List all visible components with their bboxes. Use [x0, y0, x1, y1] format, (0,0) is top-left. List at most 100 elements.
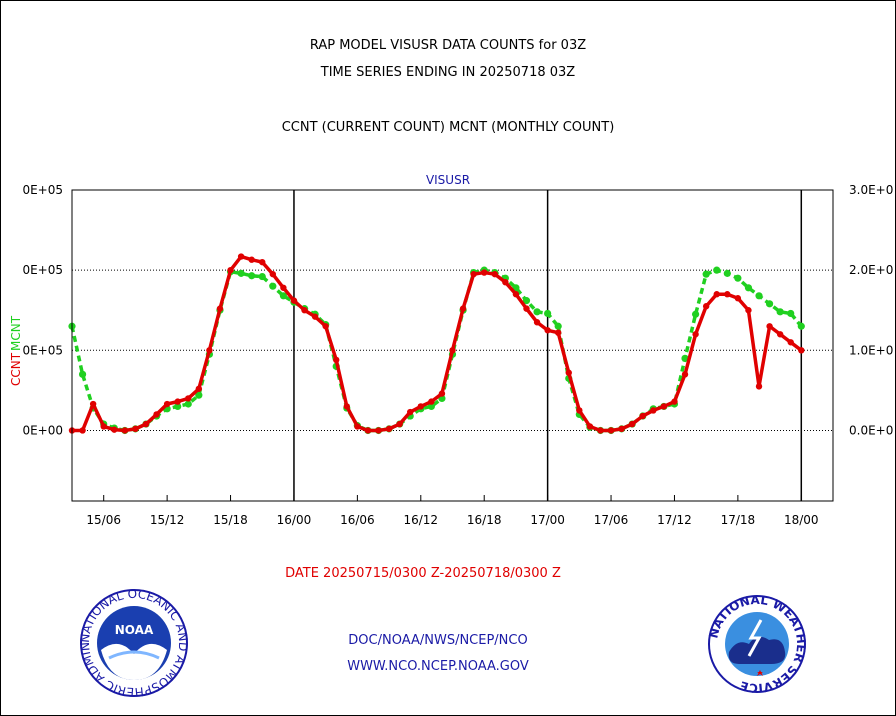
- y-right-tick-label: 0.0E+0: [849, 423, 893, 437]
- data-point-mcnt: [522, 297, 531, 305]
- y-right-tick-label: 1.0E+0: [849, 343, 893, 357]
- data-point-ccnt: [385, 425, 393, 433]
- data-point-ccnt: [755, 383, 763, 390]
- data-point-ccnt: [121, 427, 129, 434]
- data-point-ccnt: [438, 390, 446, 397]
- y-left-tick-label: 0E+05: [22, 343, 63, 357]
- data-point-mcnt: [723, 269, 731, 277]
- grid-layer: [72, 190, 833, 501]
- data-point-ccnt: [565, 369, 572, 376]
- y-axis-label-mcnt: MCNT: [9, 315, 23, 351]
- data-point-ccnt: [692, 331, 699, 338]
- data-point-mcnt: [734, 274, 742, 282]
- data-point-ccnt: [533, 319, 541, 326]
- data-point-ccnt: [248, 256, 255, 263]
- data-point-ccnt: [364, 427, 372, 434]
- y-left-tick-label: 0E+00: [22, 423, 63, 437]
- noaa-logo-text: NOAA: [115, 623, 154, 637]
- series-line-ccnt: [72, 254, 803, 433]
- data-point-mcnt: [78, 370, 87, 378]
- data-point-ccnt: [745, 307, 752, 314]
- data-point-ccnt: [512, 291, 520, 298]
- data-point-ccnt: [417, 403, 424, 410]
- data-point-ccnt: [290, 297, 298, 304]
- data-point-ccnt: [502, 278, 509, 286]
- data-point-mcnt: [174, 402, 182, 411]
- data-point-mcnt: [755, 292, 763, 300]
- data-point-ccnt: [195, 385, 203, 392]
- plot-border: [71, 189, 834, 502]
- data-point-mcnt: [269, 282, 277, 290]
- series-line-mcnt: [70, 268, 803, 433]
- x-tick-label: 16/06: [340, 513, 375, 527]
- data-point-ccnt: [354, 423, 361, 430]
- data-point-mcnt: [681, 354, 689, 362]
- data-point-ccnt: [544, 327, 551, 334]
- data-point-ccnt: [89, 400, 97, 408]
- date-range: DATE 20250715/0300 Z-20250718/0300 Z: [285, 566, 561, 581]
- data-point-ccnt: [628, 420, 636, 428]
- data-point-ccnt: [407, 408, 414, 416]
- data-point-ccnt: [269, 270, 277, 278]
- data-point-ccnt: [681, 371, 689, 378]
- data-point-mcnt: [195, 391, 203, 399]
- data-point-ccnt: [333, 356, 340, 364]
- data-point-mcnt: [776, 308, 784, 316]
- y-axis-label-ccnt: CCNT: [9, 352, 23, 386]
- series-layer: [68, 253, 805, 435]
- data-point-ccnt: [734, 295, 742, 302]
- data-point-ccnt: [481, 269, 488, 276]
- x-tick-label: 15/06: [86, 513, 121, 527]
- data-point-ccnt: [798, 347, 805, 354]
- data-point-ccnt: [111, 426, 118, 433]
- data-point-ccnt: [766, 323, 773, 330]
- data-point-ccnt: [491, 270, 498, 278]
- y-right-tick-label: 3.0E+0: [849, 183, 893, 197]
- data-point-ccnt: [597, 427, 604, 434]
- data-point-ccnt: [428, 398, 435, 405]
- data-point-ccnt: [470, 270, 477, 278]
- data-point-ccnt: [449, 347, 456, 354]
- x-tick-label: 15/18: [213, 513, 248, 527]
- footer-url: WWW.NCO.NCEP.NOAA.GOV: [347, 659, 529, 674]
- data-point-ccnt: [639, 412, 646, 420]
- x-tick-label: 17/00: [530, 513, 565, 527]
- header-line-1: RAP MODEL VISUSR DATA COUNTS for 03Z: [309, 38, 587, 53]
- x-tick-label: 16/00: [277, 513, 312, 527]
- data-point-ccnt: [79, 427, 86, 434]
- data-point-ccnt: [280, 284, 287, 291]
- data-point-mcnt: [248, 272, 256, 280]
- data-point-ccnt: [216, 305, 224, 312]
- data-point-mcnt: [744, 284, 753, 292]
- data-point-mcnt: [533, 308, 541, 316]
- data-point-ccnt: [396, 420, 403, 428]
- data-point-mcnt: [797, 322, 805, 330]
- x-tick-label: 18/00: [784, 513, 819, 527]
- data-point-ccnt: [523, 305, 530, 312]
- nws-logo: NATIONAL WEATHER SERVICE: [707, 594, 807, 694]
- data-point-mcnt: [427, 402, 435, 411]
- data-point-mcnt: [713, 266, 721, 274]
- data-point-mcnt: [279, 292, 287, 300]
- data-point-ccnt: [586, 423, 594, 430]
- data-point-ccnt: [227, 266, 234, 274]
- data-point-mcnt: [184, 400, 192, 408]
- y-right-tick-label: 2.0E+0: [849, 263, 893, 277]
- data-point-ccnt: [163, 400, 171, 408]
- data-point-ccnt: [311, 313, 319, 320]
- data-point-mcnt: [702, 270, 710, 278]
- x-tick-label: 17/06: [594, 513, 629, 527]
- data-point-mcnt: [544, 309, 552, 318]
- x-tick-label: 15/12: [150, 513, 185, 527]
- x-tick-label: 17/12: [657, 513, 692, 527]
- data-point-ccnt: [185, 395, 192, 402]
- data-point-mcnt: [258, 272, 266, 281]
- data-point-ccnt: [259, 258, 266, 266]
- y-left-tick-label: 0E+05: [22, 183, 63, 197]
- data-point-ccnt: [237, 253, 245, 260]
- header-line-3: CCNT (CURRENT COUNT) MCNT (MONTHLY COUNT…: [281, 120, 615, 135]
- data-point-ccnt: [301, 307, 308, 314]
- data-point-mcnt: [237, 269, 245, 277]
- data-point-ccnt: [787, 339, 794, 346]
